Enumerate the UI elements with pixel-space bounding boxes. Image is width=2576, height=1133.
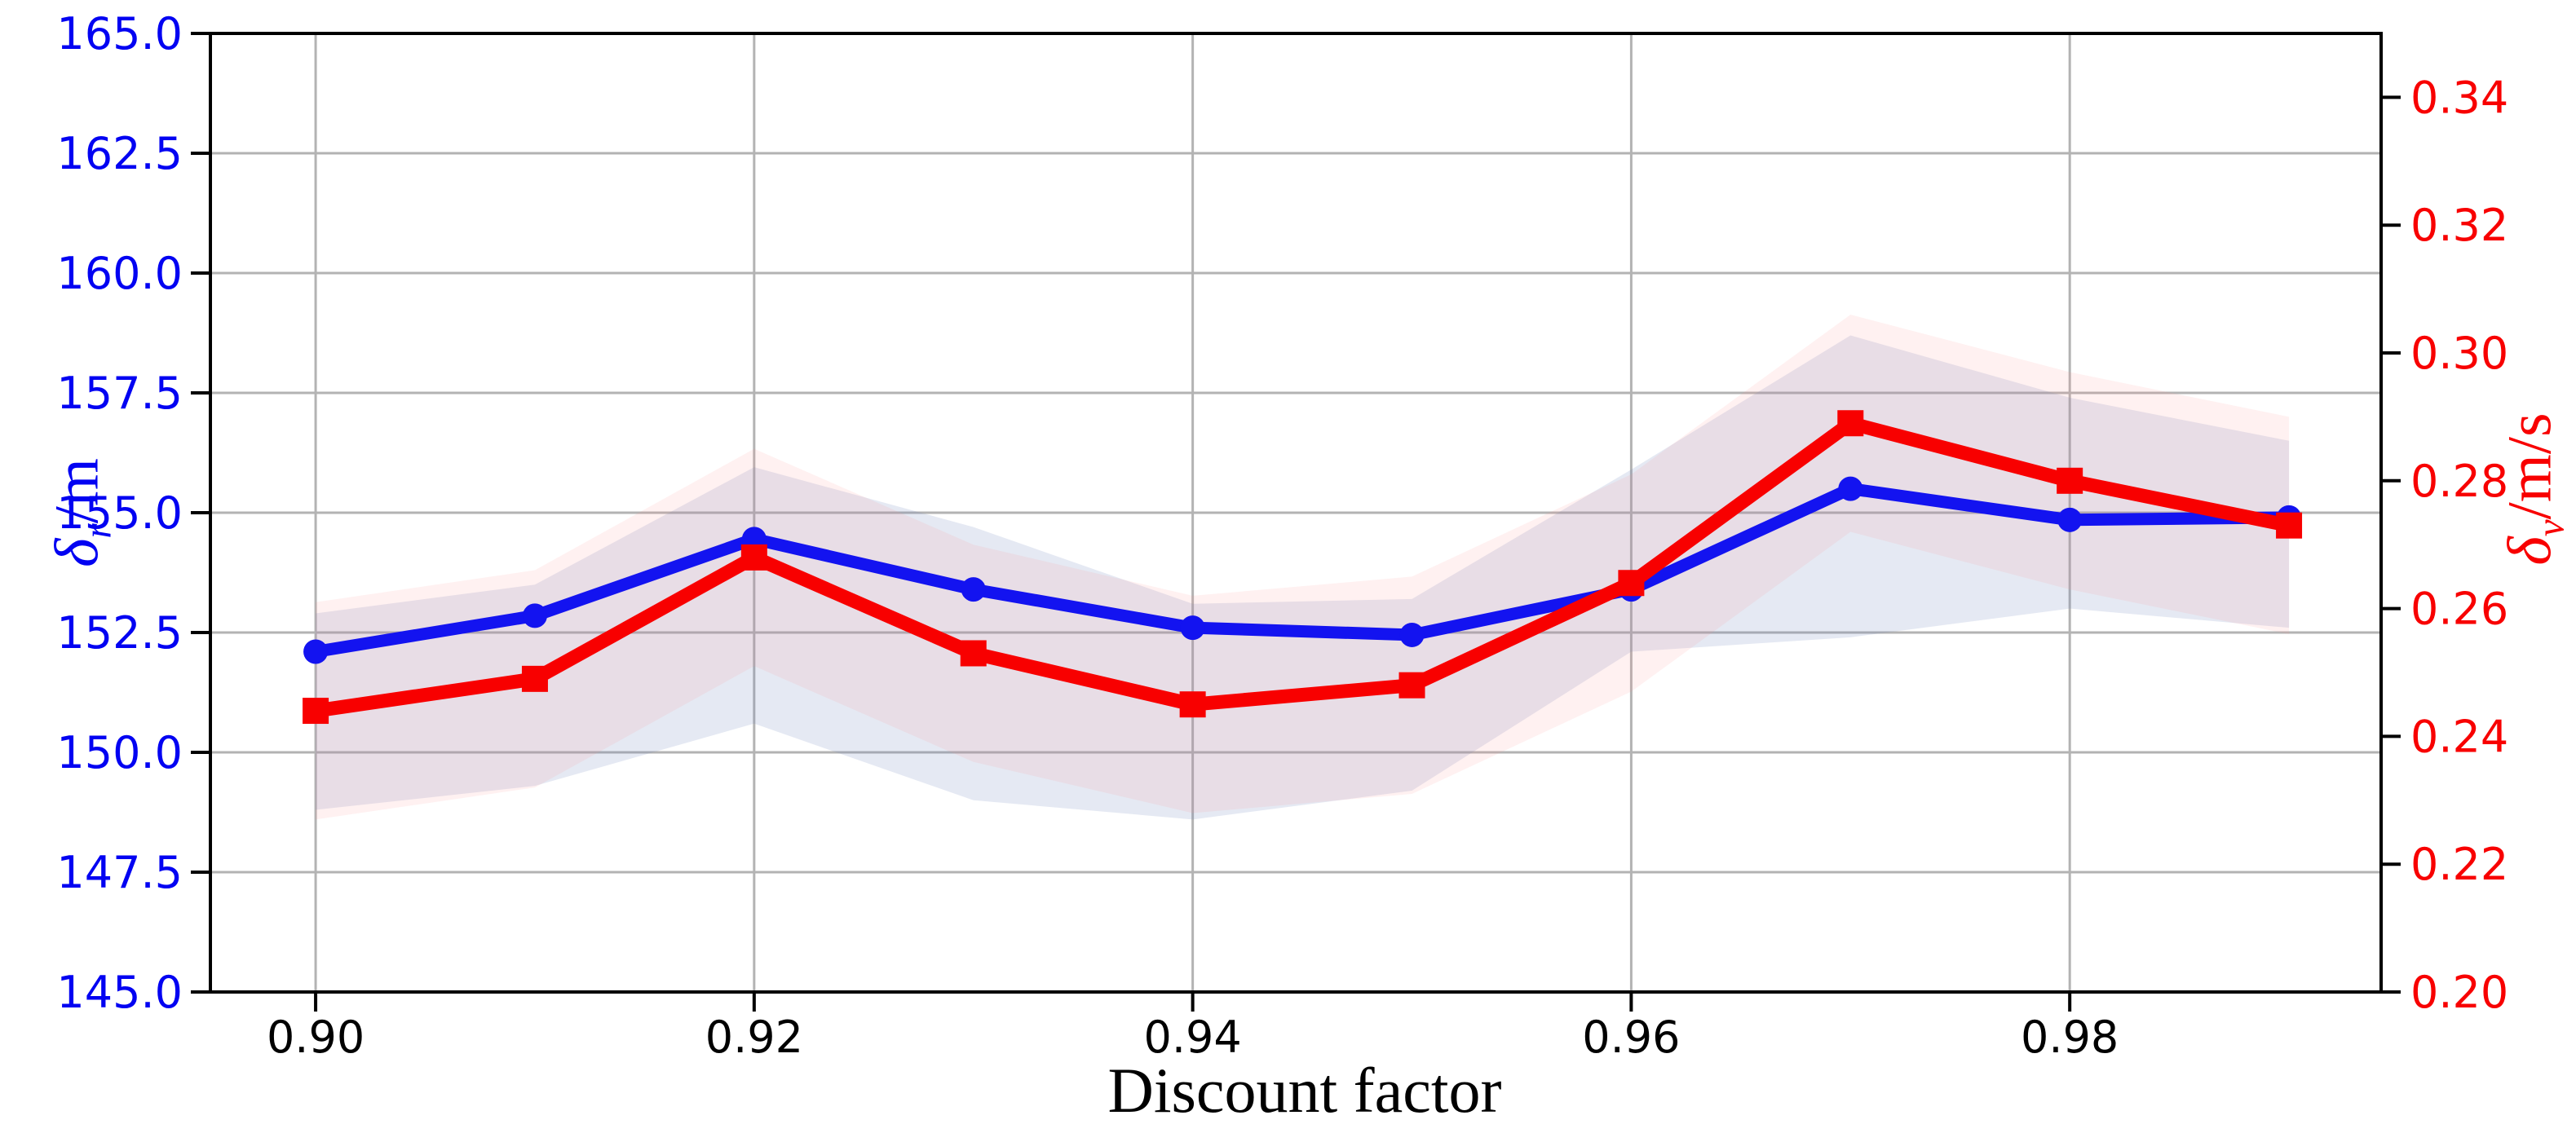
- delta-subscript: v: [2530, 519, 2573, 537]
- y-right-tick-label: 0.22: [2410, 839, 2508, 890]
- delta-subscript: r: [77, 523, 120, 539]
- delta_r-marker: [1180, 615, 1205, 641]
- x-tick-label: 0.94: [1144, 1012, 1242, 1063]
- delta_v-marker: [303, 698, 329, 725]
- y-right-tick-label: 0.24: [2410, 711, 2508, 762]
- delta_v-marker: [2057, 467, 2083, 494]
- delta_v-marker: [740, 544, 767, 571]
- delta_r-marker: [303, 639, 329, 664]
- delta-symbol: δ: [42, 538, 112, 567]
- delta_v-marker: [960, 640, 987, 667]
- x-tick-label: 0.98: [2021, 1012, 2119, 1063]
- delta_r-marker: [1838, 476, 1863, 501]
- y-axis-label-right: δv/m/s: [2495, 412, 2573, 566]
- x-tick-label: 0.92: [705, 1012, 803, 1063]
- unit-text: /m/s: [2495, 412, 2565, 520]
- delta_r-marker: [522, 603, 547, 628]
- y-right-tick-label: 0.28: [2410, 456, 2508, 507]
- delta_v-marker: [1398, 672, 1425, 699]
- y-left-tick-label: 160.0: [56, 248, 183, 299]
- y-left-tick-label: 150.0: [56, 727, 183, 778]
- delta_v-marker: [1618, 570, 1645, 597]
- y-right-tick-label: 0.20: [2410, 967, 2508, 1018]
- x-tick-label: 0.90: [267, 1012, 365, 1063]
- y-left-tick-label: 162.5: [56, 128, 183, 179]
- y-left-tick-label: 165.0: [56, 8, 183, 60]
- delta_v-marker: [2276, 512, 2303, 539]
- x-axis-label: Discount factor: [1107, 1055, 1502, 1126]
- x-tick-label: 0.96: [1582, 1012, 1680, 1063]
- y-left-tick-label: 145.0: [56, 967, 183, 1018]
- delta-symbol: δ: [2495, 536, 2565, 566]
- delta_v-confidence-band: [316, 314, 2290, 820]
- y-left-tick-label: 155.0: [56, 487, 183, 539]
- y-right-tick-label: 0.26: [2410, 584, 2508, 635]
- delta_r-marker: [961, 577, 986, 602]
- y-right-tick-label: 0.34: [2410, 72, 2508, 123]
- delta_v-marker: [521, 665, 548, 692]
- y-axis-label-left: δr/m: [42, 458, 120, 567]
- delta_v-marker: [1837, 410, 1864, 437]
- delta_r-marker: [1399, 622, 1425, 647]
- y-left-tick-label: 152.5: [56, 607, 183, 659]
- delta_r-marker: [2057, 507, 2083, 532]
- delta_v-line: [314, 416, 2291, 718]
- y-right-tick-label: 0.30: [2410, 328, 2508, 379]
- y-left-tick-label: 147.5: [56, 847, 183, 898]
- y-left-tick-label: 157.5: [56, 368, 183, 419]
- delta_r-line: [314, 483, 2290, 658]
- y-right-tick-label: 0.32: [2410, 200, 2508, 251]
- unit-text: /m: [42, 458, 112, 524]
- delta_v-marker: [1179, 691, 1206, 718]
